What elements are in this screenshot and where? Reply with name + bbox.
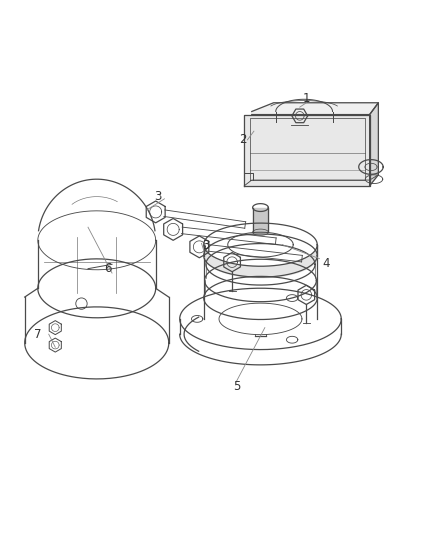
Text: 7: 7 xyxy=(34,328,42,341)
Text: 4: 4 xyxy=(322,256,330,270)
Polygon shape xyxy=(244,115,370,185)
Text: 5: 5 xyxy=(233,380,240,393)
Polygon shape xyxy=(252,103,378,115)
Text: 3: 3 xyxy=(202,239,210,252)
Polygon shape xyxy=(370,103,378,185)
Text: 6: 6 xyxy=(104,262,111,275)
Text: 2: 2 xyxy=(239,133,247,147)
Text: 3: 3 xyxy=(154,190,162,203)
Text: 1: 1 xyxy=(303,92,310,105)
